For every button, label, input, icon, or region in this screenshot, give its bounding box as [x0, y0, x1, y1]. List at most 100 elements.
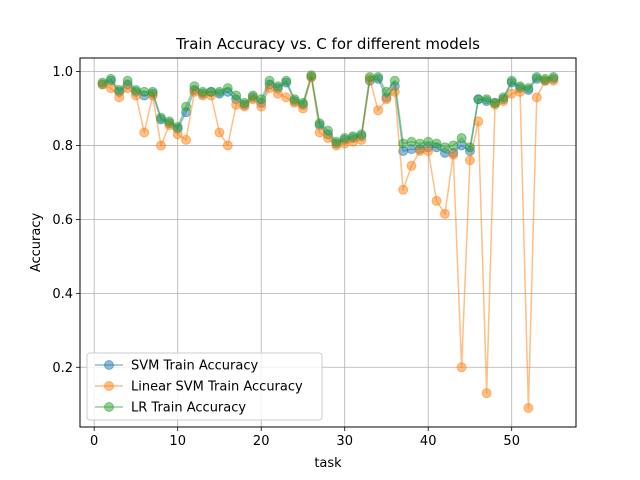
data-point [448, 140, 459, 151]
legend: SVM Train Accuracy Linear SVM Train Accur… [86, 352, 323, 421]
y-tick-label: 0.8 [52, 139, 73, 154]
data-point [189, 81, 200, 92]
data-point [381, 86, 392, 97]
data-point [431, 138, 442, 149]
series-3 [97, 70, 559, 153]
data-point [523, 402, 534, 413]
data-point [155, 112, 166, 123]
data-point [105, 73, 116, 84]
data-point [356, 129, 367, 140]
data-point [206, 86, 217, 97]
y-axis-title: Accuracy [29, 213, 44, 273]
data-point [155, 140, 166, 151]
x-tick-label: 50 [503, 434, 520, 449]
axis-ticks: 0 10 20 30 40 50 0.2 0.4 0.6 0.8 1.0 [52, 65, 520, 449]
data-point [197, 86, 208, 97]
data-point [339, 133, 350, 144]
data-point [323, 125, 333, 136]
data-point [331, 136, 342, 147]
data-point [231, 90, 242, 101]
data-point [490, 97, 501, 108]
data-point [247, 90, 258, 101]
series-layer [97, 70, 559, 413]
legend-marker [104, 402, 114, 412]
data-point [439, 142, 450, 153]
y-tick-label: 1.0 [52, 65, 73, 80]
data-point [531, 72, 542, 83]
data-point [222, 140, 233, 151]
data-point [105, 83, 116, 94]
data-point [314, 118, 325, 129]
data-point [481, 388, 492, 399]
x-axis-title: task [314, 456, 342, 471]
data-point [506, 88, 517, 99]
legend-label: SVM Train Accuracy [131, 359, 258, 374]
legend-entry: Linear SVM Train Accuracy [95, 380, 303, 395]
data-point [506, 75, 517, 86]
data-point [231, 99, 242, 110]
x-tick-label: 20 [253, 434, 270, 449]
data-point [464, 155, 475, 166]
data-point [481, 94, 492, 105]
data-point [473, 94, 484, 105]
data-point [456, 133, 467, 144]
data-point [373, 72, 384, 83]
data-point [164, 116, 175, 127]
legend-label: LR Train Accuracy [131, 401, 246, 416]
data-point [272, 81, 283, 92]
data-point [548, 72, 559, 83]
data-point [373, 105, 384, 116]
legend-entry: SVM Train Accuracy [95, 359, 258, 374]
data-point [222, 83, 233, 94]
data-point [348, 131, 359, 142]
data-point [97, 77, 108, 88]
data-point [139, 127, 150, 138]
data-point [456, 362, 467, 373]
y-tick-label: 0.4 [52, 287, 73, 302]
legend-label: Linear SVM Train Accuracy [131, 380, 303, 395]
data-point [431, 195, 442, 206]
grid-lines [80, 58, 576, 427]
data-point [364, 72, 375, 83]
legend-marker [104, 381, 114, 391]
data-point [214, 127, 225, 138]
data-point [439, 208, 450, 219]
data-point [264, 75, 275, 86]
data-point [423, 145, 434, 156]
data-point [256, 94, 267, 105]
data-point [314, 127, 325, 138]
x-tick-label: 30 [336, 434, 353, 449]
legend-entry: LR Train Accuracy [95, 401, 246, 416]
data-point [531, 92, 542, 103]
data-point [306, 70, 317, 81]
y-tick-label: 0.6 [52, 213, 73, 228]
data-point [406, 160, 417, 171]
x-tick-label: 40 [420, 434, 437, 449]
x-tick-label: 10 [169, 434, 186, 449]
data-point [398, 184, 409, 195]
data-point [515, 81, 526, 92]
data-point [172, 121, 183, 132]
data-point [423, 136, 434, 147]
chart-title: Train Accuracy vs. C for different model… [175, 35, 480, 53]
x-tick-label: 0 [90, 434, 98, 449]
data-point [214, 86, 225, 97]
data-point [540, 73, 551, 84]
data-point [389, 75, 400, 86]
data-point [498, 92, 509, 103]
data-point [139, 86, 150, 97]
data-point [181, 134, 192, 145]
data-point [239, 97, 250, 108]
data-point [114, 84, 125, 95]
data-point [147, 86, 158, 97]
legend-box [86, 352, 323, 421]
data-point [122, 75, 133, 86]
legend-marker [104, 360, 114, 370]
data-point [130, 84, 141, 95]
data-point [414, 138, 425, 149]
data-point [181, 101, 192, 112]
data-point [281, 92, 292, 103]
data-point [406, 136, 417, 147]
data-point [389, 86, 400, 97]
